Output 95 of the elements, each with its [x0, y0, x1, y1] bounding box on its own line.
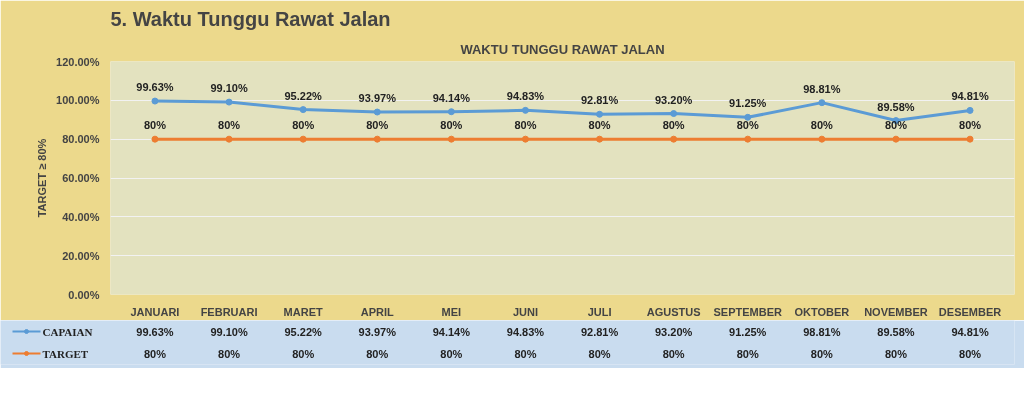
data-label: 94.83%: [506, 325, 545, 338]
point: [744, 135, 752, 143]
legend-label: CAPAIAN: [42, 325, 93, 338]
text: 89.58%: [877, 100, 915, 113]
point: [596, 135, 604, 143]
data-label: 80%: [810, 347, 834, 360]
data-label: 80%: [884, 347, 908, 360]
text: 80%: [292, 119, 315, 132]
data-label: 95.22%: [284, 325, 323, 338]
text: 80%: [218, 119, 241, 132]
point: [373, 108, 381, 116]
data-label: 80%: [143, 347, 167, 360]
text: 93.20%: [654, 93, 693, 106]
point: [225, 98, 233, 106]
data-label: 80%: [959, 347, 982, 360]
text: 99.63%: [136, 81, 174, 94]
x-tick-label: SEPTEMBER: [713, 305, 783, 318]
data-label: 93.97%: [358, 325, 397, 338]
x-tick-label: JANUARI: [130, 305, 180, 318]
point: [596, 110, 604, 118]
point: [225, 135, 233, 143]
data-label: 94.14%: [432, 325, 471, 338]
data-label: 80%: [440, 347, 463, 360]
data-label: 80%: [662, 347, 685, 360]
x-tick-label: OKTOBER: [794, 305, 850, 318]
x-tick-label: FEBRUARI: [200, 305, 258, 318]
data-label: 80%: [736, 347, 759, 360]
chart-title: 5. Waktu Tunggu Rawat Jalan: [110, 7, 391, 30]
point: [670, 110, 678, 118]
text: 80%: [662, 119, 685, 132]
point: [299, 135, 307, 143]
point: [447, 108, 455, 116]
point: [966, 135, 974, 143]
y-axis-title: TARGET ≥ 80%: [36, 138, 49, 218]
point: [151, 135, 159, 143]
text: 80%: [810, 119, 833, 132]
data-label: 80%: [292, 347, 315, 360]
data-label: 98.81%: [803, 325, 841, 338]
data-label: 99.10%: [210, 325, 248, 338]
data-label: 99.63%: [136, 325, 174, 338]
point: [299, 106, 307, 114]
x-tick-label: APRIL: [360, 305, 395, 318]
point: [744, 113, 752, 121]
point: [521, 135, 529, 143]
x-tick-label: NOVEMBER: [864, 305, 928, 318]
text: 80%: [366, 119, 389, 132]
text: 95.22%: [284, 89, 322, 102]
x-tick-label: JUNI: [512, 305, 538, 318]
point: [818, 135, 826, 143]
text: 80%: [736, 119, 759, 132]
data-label: 92.81%: [580, 325, 619, 338]
x-tick-label: JULI: [587, 305, 612, 318]
y-tick-label: 120.00%: [56, 55, 100, 68]
text: 94.81%: [951, 90, 989, 103]
point: [818, 99, 826, 107]
point: [373, 135, 381, 143]
text: 80%: [440, 119, 463, 132]
x-tick-label: MARET: [283, 305, 323, 318]
y-tick-label: 20.00%: [62, 249, 100, 262]
text: 80%: [588, 119, 611, 132]
point: [670, 135, 678, 143]
legend-label: TARGET: [42, 347, 89, 360]
text: 92.81%: [580, 94, 619, 107]
point: [892, 135, 900, 143]
data-label: 89.58%: [877, 325, 915, 338]
data-label: 80%: [218, 347, 241, 360]
x-tick-label: DESEMBER: [938, 305, 1002, 318]
data-label: 94.81%: [951, 325, 989, 338]
text: 91.25%: [729, 97, 767, 110]
chart-subtitle: WAKTU TUNGGU RAWAT JALAN: [460, 41, 665, 57]
text: 99.10%: [210, 82, 248, 95]
text: 98.81%: [803, 82, 841, 95]
text: 80%: [514, 119, 537, 132]
x-tick-label: AGUSTUS: [646, 305, 701, 318]
text: 80%: [884, 119, 907, 132]
point: [447, 135, 455, 143]
y-tick-label: 60.00%: [62, 172, 100, 184]
y-tick-label: 40.00%: [62, 210, 100, 223]
data-label: 80%: [514, 347, 537, 360]
point: [521, 106, 529, 114]
point: [151, 97, 159, 105]
text: 80%: [959, 119, 982, 132]
data-label: 80%: [588, 347, 611, 360]
y-tick-label: 0.00%: [68, 288, 100, 301]
text: 80%: [143, 119, 166, 132]
y-tick-label: 100.00%: [56, 94, 100, 107]
data-label: 91.25%: [729, 325, 767, 338]
point: [966, 106, 974, 114]
y-tick-label: 80.00%: [62, 133, 100, 146]
text: 94.83%: [506, 90, 545, 103]
data-label: 93.20%: [654, 325, 693, 338]
x-tick-label: MEI: [441, 305, 462, 318]
text: 94.14%: [432, 91, 471, 104]
data-label: 80%: [366, 347, 389, 360]
text: 93.97%: [358, 92, 396, 105]
